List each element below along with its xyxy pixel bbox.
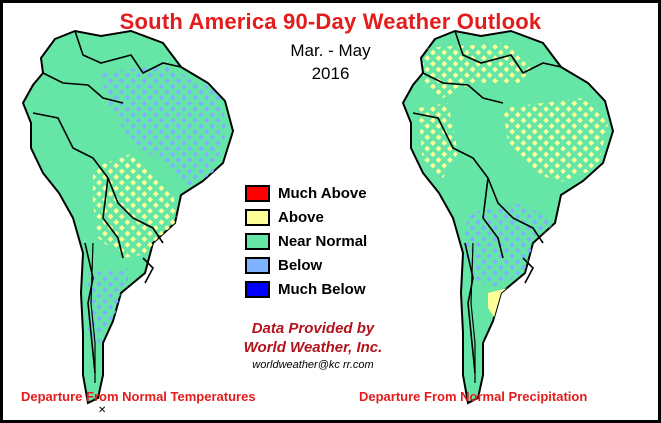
legend-item-below: Below — [245, 253, 367, 277]
outlook-maps: ✕ — [21, 29, 615, 416]
legend-label: Near Normal — [278, 232, 368, 250]
temperature-below-region — [98, 65, 228, 188]
legend-swatch — [245, 256, 270, 274]
legend-item-much-below: Much Below — [245, 277, 367, 301]
legend-swatch — [245, 208, 270, 226]
precipitation-map — [401, 29, 615, 405]
legend-swatch — [245, 280, 270, 298]
precipitation-chile-outline — [470, 242, 476, 383]
legend-label: Above — [278, 208, 324, 226]
temperature-country-borders — [32, 30, 182, 374]
forecast-year: 2016 — [311, 64, 350, 83]
precipitation-above-region-central — [503, 98, 608, 183]
precipitation-below-region — [463, 203, 553, 288]
legend-item-much-above: Much Above — [245, 181, 367, 205]
precipitation-caption: Departure From Normal Precipitation — [359, 389, 588, 404]
legend-label: Much Above — [278, 184, 367, 202]
precipitation-above-region-west — [418, 103, 458, 178]
cape-horn-mark: ✕ — [98, 405, 106, 416]
temperature-chile-outline — [90, 242, 96, 383]
precipitation-country-borders — [412, 30, 562, 374]
legend: Much Above Above Near Normal Below Much … — [245, 181, 367, 301]
page-title: South America 90-Day Weather Outlook — [119, 9, 542, 34]
temperature-below-region-south — [88, 268, 128, 348]
legend-item-above: Above — [245, 205, 367, 229]
forecast-period: Mar. - May — [290, 41, 371, 60]
legend-label: Below — [278, 256, 323, 274]
credit-line-1: Data Provided by — [251, 320, 375, 337]
legend-label: Much Below — [278, 280, 366, 298]
credit-email: worldweather@kc rr.com — [252, 359, 374, 371]
outlook-panel: ✕ South America 90-Day — [3, 3, 658, 420]
temperature-map: ✕ — [21, 29, 235, 416]
legend-swatch — [245, 184, 270, 202]
temperature-caption: Departure From Normal Temperatures — [21, 389, 256, 404]
credit-line-2: World Weather, Inc. — [243, 339, 383, 356]
legend-item-near-normal: Near Normal — [245, 229, 367, 253]
legend-swatch — [245, 232, 270, 250]
